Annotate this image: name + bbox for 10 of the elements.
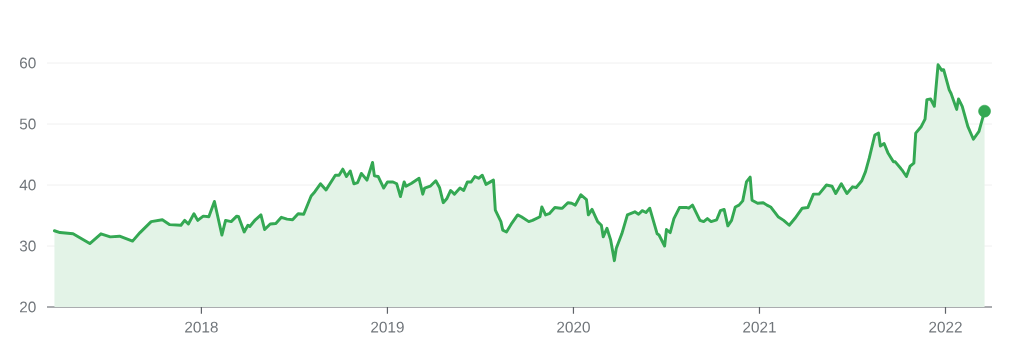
- x-tick-label: 2021: [743, 321, 776, 333]
- y-tick-label: 40: [19, 179, 36, 191]
- x-tick-label: 2019: [371, 321, 404, 333]
- x-tick-label: 2018: [185, 321, 218, 333]
- x-tick-label: 2022: [929, 321, 962, 333]
- y-tick-label: 20: [20, 301, 36, 313]
- y-tick-label: 30: [19, 240, 36, 252]
- y-tick-label: 50: [19, 118, 36, 130]
- x-tick-label: 2020: [557, 321, 590, 333]
- y-tick-label: 60: [20, 57, 36, 69]
